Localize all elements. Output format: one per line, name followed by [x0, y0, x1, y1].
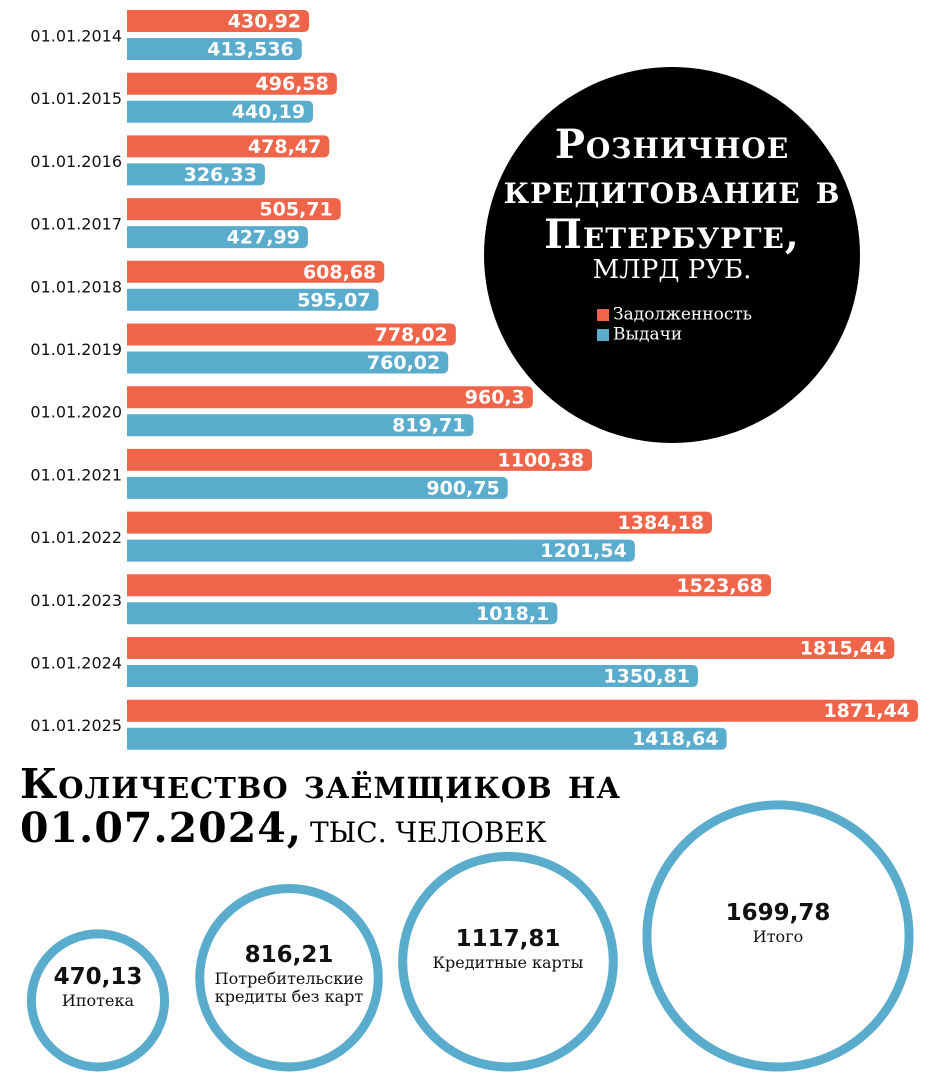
bar	[127, 198, 341, 221]
section-title: Количество заёмщиков на 01.07.2024, ТЫС. …	[20, 762, 660, 855]
value-label: 478,47	[248, 136, 321, 158]
value-label: 413,536	[207, 39, 294, 61]
value-label: 1523,68	[676, 575, 763, 597]
category-label: 01.01.2016	[30, 152, 122, 171]
chart-title: Розничное кредитование в Петербурге,	[503, 121, 841, 258]
legend-label: Выдачи	[613, 325, 682, 345]
bubble	[26, 929, 170, 1072]
bar	[127, 727, 727, 750]
bubble	[642, 800, 914, 1072]
bar	[127, 38, 302, 60]
bubble	[398, 851, 618, 1072]
bar	[127, 386, 533, 409]
subtitle: ТЫС. ЧЕЛОВЕК	[310, 816, 547, 849]
bubble-label: Ипотека	[61, 991, 135, 1011]
value-label: 960,3	[465, 387, 525, 409]
bubble-value: 1699,78	[725, 899, 831, 926]
category-label: 01.01.2015	[30, 89, 122, 108]
bar	[127, 100, 314, 123]
bar	[127, 288, 379, 311]
chart-subtitle: МЛРД РУБ.	[592, 255, 752, 285]
bar	[127, 448, 593, 471]
bar	[127, 260, 385, 283]
category-label: 01.01.2017	[30, 215, 122, 234]
category-label: 01.01.2023	[30, 591, 122, 610]
legend-label: Задолженность	[613, 305, 752, 325]
value-label: 1201,54	[540, 540, 627, 562]
value-label: 427,99	[227, 227, 300, 249]
bubble-label: Итого	[752, 926, 804, 946]
bar	[127, 414, 474, 437]
value-label: 505,71	[259, 199, 332, 221]
value-label: 1384,18	[618, 512, 705, 534]
value-label: 900,75	[426, 477, 499, 499]
bubble-text: 816,21 Потребительские кредиты без карт	[209, 940, 369, 1006]
value-label: 1418,64	[632, 728, 719, 750]
bubble-label: Потребительские кредиты без карт	[214, 968, 364, 1006]
value-label: 778,02	[375, 324, 448, 346]
bar	[127, 226, 308, 249]
value-label: 760,02	[367, 352, 440, 374]
bar	[127, 323, 456, 346]
value-label: 430,92	[228, 11, 301, 33]
value-label: 1871,44	[823, 700, 910, 722]
bar	[127, 574, 772, 597]
value-label: 440,19	[232, 101, 305, 123]
bar	[127, 10, 310, 32]
bar	[127, 699, 918, 722]
title-disc	[484, 67, 860, 443]
category-label: 01.01.2021	[30, 465, 122, 484]
bar	[127, 637, 895, 659]
bubble-label: Кредитные карты	[432, 952, 584, 972]
category-label: 01.01.2025	[30, 716, 122, 735]
value-label: 608,68	[303, 261, 376, 283]
bar	[127, 351, 449, 374]
category-label: 01.01.2018	[30, 277, 122, 296]
bar	[127, 72, 337, 95]
bubble-text: 1117,81 Кредитные карты	[414, 924, 602, 972]
value-label: 819,71	[392, 415, 465, 437]
category-label: 01.01.2022	[30, 528, 122, 547]
bar	[127, 511, 713, 534]
bubble-value: 1117,81	[455, 925, 561, 952]
value-label: 496,58	[256, 73, 329, 95]
value-label: 1018,1	[476, 603, 549, 625]
bar	[127, 163, 265, 186]
bar	[127, 135, 330, 158]
bubble-value: 470,13	[53, 964, 143, 991]
bar	[127, 665, 698, 687]
bar	[127, 539, 635, 562]
value-label: 1100,38	[498, 449, 585, 471]
bubble-text: 470,13 Ипотека	[37, 962, 159, 1010]
bubble-value: 816,21	[244, 941, 334, 968]
category-label: 01.01.2020	[30, 403, 122, 422]
bubble-text: 1699,78 Итого	[662, 898, 893, 946]
category-label: 01.01.2024	[30, 654, 122, 673]
category-label: 01.01.2019	[30, 340, 122, 359]
value-label: 1350,81	[603, 666, 690, 688]
title: Количество заёмщиков на 01.07.2024,	[20, 760, 621, 852]
bar	[127, 602, 558, 625]
value-label: 595,07	[297, 289, 370, 311]
value-label: 1815,44	[800, 638, 887, 660]
bubble	[195, 883, 383, 1072]
legend-swatch	[597, 309, 609, 321]
bar	[127, 476, 508, 499]
legend-swatch	[597, 329, 609, 341]
category-label: 01.01.2014	[30, 27, 122, 46]
value-label: 326,33	[184, 164, 257, 186]
